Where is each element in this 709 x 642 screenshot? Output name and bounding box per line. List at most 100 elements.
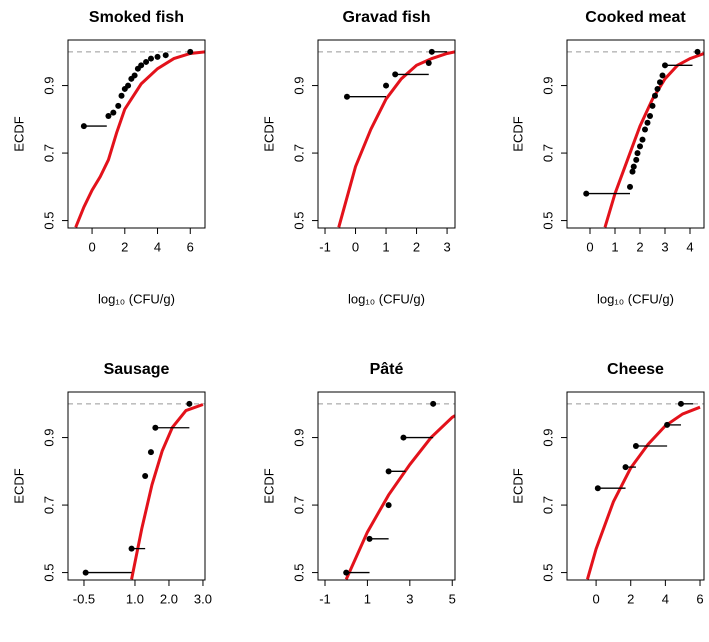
point <box>637 143 643 150</box>
panel-title: Gravad fish <box>342 9 430 26</box>
point <box>143 58 150 65</box>
x-axis-label: log₁₀ (CFU/g) <box>348 291 425 306</box>
y-axis-label: ECDF <box>261 468 276 503</box>
point <box>131 72 138 79</box>
point <box>80 123 87 130</box>
x-tick-label: 4 <box>686 239 693 254</box>
x-tick-label: 5 <box>449 591 456 606</box>
point <box>142 473 149 480</box>
y-axis-label: ECDF <box>510 468 525 503</box>
fitted-curve <box>337 50 455 228</box>
point <box>644 119 651 126</box>
y-tick-label: 0.9 <box>41 429 56 447</box>
point <box>425 59 432 66</box>
point <box>428 48 435 55</box>
point <box>385 468 392 475</box>
y-tick-label: 0.5 <box>41 212 56 230</box>
point <box>118 92 125 99</box>
panel-title: Sausage <box>104 361 170 378</box>
x-tick-label: -1 <box>319 591 331 606</box>
fitted-curve <box>74 50 205 228</box>
panel-title: Smoked fish <box>89 9 184 26</box>
point <box>659 72 666 79</box>
x-tick-label: 6 <box>696 591 703 606</box>
point <box>634 150 641 157</box>
point <box>649 102 656 109</box>
plot-frame <box>566 39 705 229</box>
x-axis-label: log₁₀ (CFU/g) <box>597 291 674 306</box>
x-tick-label: 2 <box>121 239 128 254</box>
point <box>639 136 646 143</box>
point <box>662 62 668 69</box>
point <box>630 163 637 170</box>
y-axis-label: ECDF <box>510 116 525 151</box>
y-axis-label: ECDF <box>11 116 26 151</box>
point <box>430 400 437 407</box>
point <box>147 55 154 62</box>
y-tick-label: 0.9 <box>291 77 306 95</box>
panel-title: Cooked meat <box>585 9 686 26</box>
fitted-curve <box>603 52 704 228</box>
x-tick-label: 2 <box>636 239 643 254</box>
point <box>110 109 117 116</box>
fitted-curve <box>130 403 204 580</box>
point <box>632 443 639 450</box>
x-tick-label: 2.0 <box>160 591 178 606</box>
x-tick-label: 2 <box>413 239 420 254</box>
x-tick-label: 3.0 <box>194 591 212 606</box>
y-axis-label: ECDF <box>261 116 276 151</box>
x-tick-label: 1 <box>382 239 389 254</box>
plot-frame <box>67 391 206 581</box>
panel-title: Cheese <box>607 361 664 378</box>
y-tick-label: 0.7 <box>291 144 306 162</box>
x-tick-label: 1.0 <box>126 591 144 606</box>
x-tick-label: 4 <box>662 591 669 606</box>
y-tick-label: 0.7 <box>41 144 56 162</box>
y-tick-label: 0.7 <box>291 496 306 514</box>
point <box>629 168 636 175</box>
point <box>647 112 653 119</box>
y-tick-label: 0.5 <box>540 212 555 230</box>
y-tick-label: 0.9 <box>41 77 56 95</box>
point <box>147 449 154 456</box>
point <box>642 126 648 133</box>
x-tick-label: 3 <box>443 239 450 254</box>
point <box>622 464 629 471</box>
panel-title: Pâté <box>370 361 404 378</box>
y-tick-label: 0.5 <box>291 564 306 582</box>
y-tick-label: 0.9 <box>540 77 555 95</box>
point <box>105 112 112 119</box>
y-tick-label: 0.5 <box>540 564 555 582</box>
plot-frame <box>317 391 456 581</box>
plot-frame <box>67 39 206 229</box>
point <box>664 421 671 428</box>
point <box>654 85 661 92</box>
point <box>633 156 640 163</box>
x-tick-label: 6 <box>187 239 194 254</box>
x-axis-label: log₁₀ (CFU/g) <box>98 291 175 306</box>
fitted-curve <box>585 405 701 580</box>
point <box>343 93 350 100</box>
y-tick-label: 0.5 <box>291 212 306 230</box>
x-tick-label: 0 <box>88 239 95 254</box>
point <box>583 190 590 197</box>
x-tick-label: 2 <box>627 591 634 606</box>
point <box>627 183 633 190</box>
point <box>694 48 701 55</box>
y-tick-label: 0.7 <box>41 496 56 514</box>
y-axis-label: ECDF <box>11 468 26 503</box>
point <box>128 545 135 552</box>
point <box>115 102 122 109</box>
y-tick-label: 0.7 <box>540 144 555 162</box>
x-tick-label: 1 <box>611 239 618 254</box>
point <box>383 82 390 89</box>
y-tick-label: 0.9 <box>540 429 555 447</box>
x-tick-label: 3 <box>661 239 668 254</box>
x-tick-label: 0 <box>592 591 599 606</box>
point <box>400 434 407 441</box>
x-tick-label: -1 <box>319 239 331 254</box>
point <box>82 569 89 576</box>
point <box>392 71 399 78</box>
point <box>677 400 684 407</box>
